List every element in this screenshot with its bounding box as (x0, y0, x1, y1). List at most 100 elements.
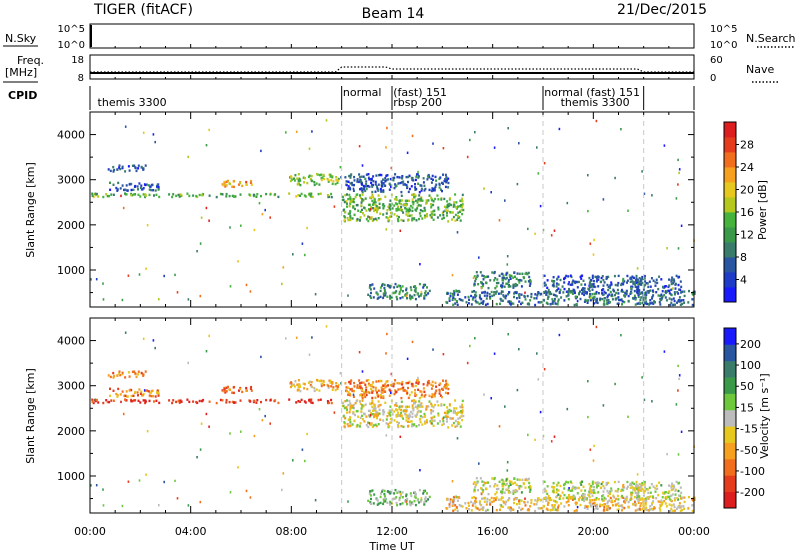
echo-cell (298, 179, 301, 182)
echo-cell (638, 289, 641, 292)
echo-cell (122, 206, 125, 210)
echo-cell (490, 397, 492, 400)
echo-cell (442, 379, 444, 382)
echo-cell (574, 291, 576, 295)
echo-cell (593, 238, 595, 242)
echo-cell (374, 413, 377, 416)
echo-cell (225, 192, 228, 196)
echo-cell (175, 194, 178, 198)
echo-cell (661, 496, 664, 499)
echo-cell (368, 185, 371, 188)
echo-cell (593, 444, 595, 448)
echo-cell (109, 394, 112, 397)
echo-cell (442, 213, 445, 217)
echo-cell (687, 301, 690, 304)
echo-cell (559, 278, 562, 282)
echo-cell (418, 501, 420, 504)
echo-cell (540, 301, 543, 304)
echo-cell (452, 215, 455, 219)
echo-cell (589, 486, 592, 489)
echo-cell (680, 430, 683, 433)
echo-cell (419, 469, 421, 472)
echo-cell (351, 406, 354, 409)
echo-cell (239, 387, 242, 391)
echo-cell (623, 280, 626, 283)
echo-cell (347, 185, 350, 188)
echo-cell (464, 296, 467, 299)
echo-cell (208, 334, 210, 338)
echo-cell (590, 284, 593, 288)
echo-cell (394, 379, 397, 382)
echo-cell (387, 217, 390, 220)
echo-cell (643, 480, 646, 484)
echo-cell (518, 502, 521, 505)
echo-cell (389, 414, 392, 417)
echo-cell (389, 211, 392, 215)
echo-cell (603, 290, 606, 294)
echo-cell (636, 473, 639, 476)
echo-cell (395, 390, 398, 393)
echo-cell (367, 219, 370, 223)
echo-cell (693, 496, 696, 499)
echo-cell (431, 189, 434, 192)
echo-cell (187, 361, 189, 365)
echo-cell (229, 432, 231, 435)
echo-cell (188, 400, 191, 404)
echo-cell (482, 278, 485, 281)
echo-cell (406, 357, 409, 360)
echo-cell (676, 497, 679, 500)
echo-cell (130, 388, 133, 392)
echo-cell (496, 278, 499, 281)
echo-cell (565, 496, 568, 499)
echo-cell (315, 182, 318, 185)
echo-cell (377, 414, 379, 417)
echo-cell (587, 380, 589, 383)
date-title: 21/Dec/2015 (617, 2, 707, 18)
echo-cell (501, 482, 504, 485)
echo-cell (512, 508, 515, 511)
echo-cell (250, 385, 253, 389)
echo-cell (617, 487, 620, 491)
echo-cell (110, 399, 113, 402)
echo-cell (444, 185, 447, 189)
echo-cell (472, 482, 475, 485)
echo-cell (665, 496, 668, 499)
echo-cell (225, 180, 228, 184)
echo-cell (405, 200, 408, 203)
echo-cell (140, 165, 143, 169)
echo-cell (491, 500, 494, 504)
echo-cell (668, 292, 671, 295)
echo-cell (349, 214, 352, 217)
echo-cell (536, 500, 539, 503)
echo-cell (484, 276, 487, 279)
echo-cell (233, 195, 235, 198)
echo-cell (622, 277, 625, 281)
echo-cell (634, 504, 637, 507)
echo-cell (352, 393, 355, 396)
echo-cell (414, 503, 417, 507)
echo-cell (584, 489, 587, 492)
echo-cell (536, 352, 538, 355)
echo-cell (613, 480, 616, 484)
echo-cell (501, 272, 504, 276)
power-ylabel: Slant Range [km] (24, 162, 37, 258)
echo-cell (108, 400, 111, 404)
echo-cell (419, 420, 422, 424)
echo-cell (493, 279, 496, 282)
echo-cell (215, 401, 218, 405)
echo-cell (186, 398, 189, 401)
echo-cell (360, 407, 363, 410)
echo-cell (677, 489, 680, 493)
echo-cell (377, 389, 380, 392)
echo-cell (408, 209, 411, 212)
echo-cell (385, 212, 388, 215)
echo-cell (631, 275, 634, 278)
echo-cell (428, 289, 431, 293)
echo-cell (425, 499, 428, 503)
echo-cell (121, 165, 124, 168)
echo-cell (636, 497, 639, 501)
echo-cell (188, 194, 191, 198)
echo-cell (384, 382, 387, 386)
echo-cell (409, 286, 412, 289)
echo-cell (347, 294, 349, 297)
